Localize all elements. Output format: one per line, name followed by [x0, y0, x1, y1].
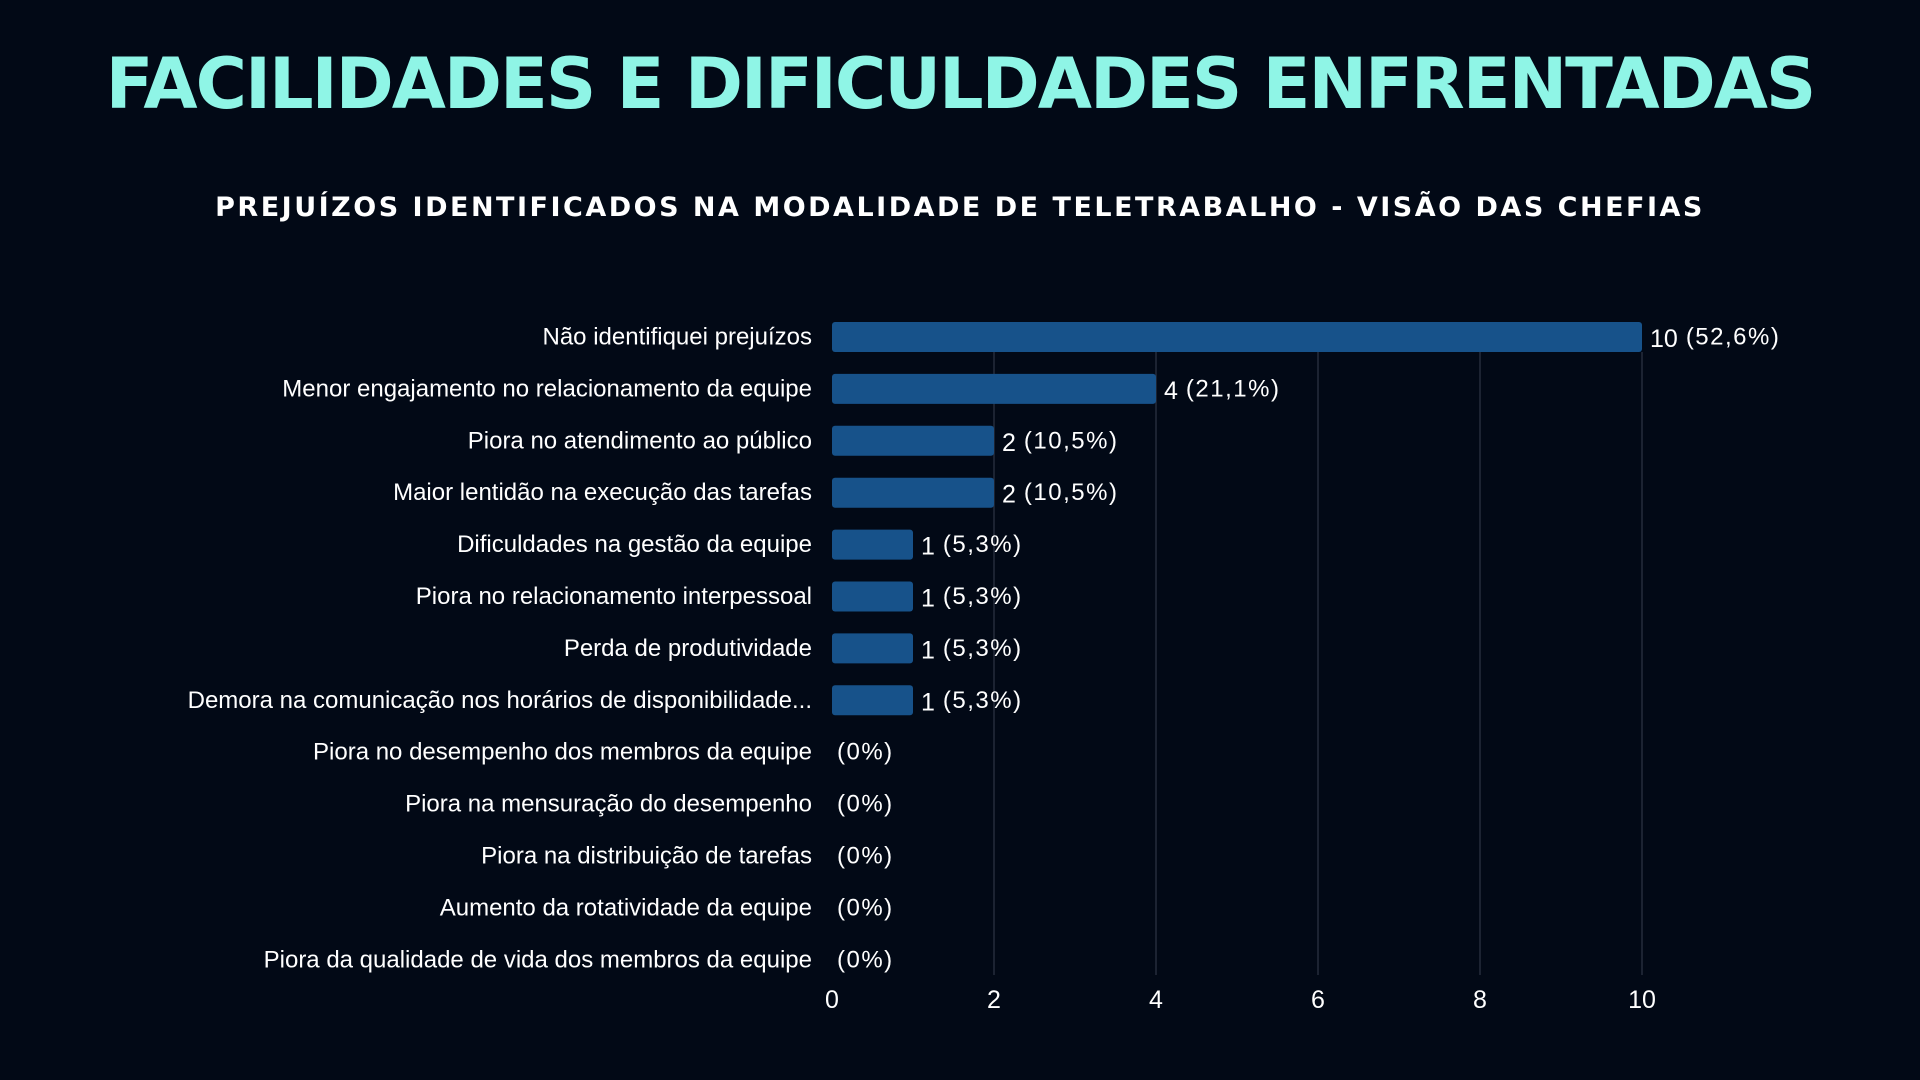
bar	[832, 685, 913, 716]
x-tick-label: 0	[825, 986, 839, 1014]
percent-label: (5,3%)	[943, 583, 1023, 610]
data-label: 1	[921, 688, 935, 716]
category-label: Dificuldades na gestão da equipe	[457, 531, 812, 558]
bar	[832, 477, 994, 508]
bar	[832, 633, 913, 664]
category-label: Piora no relacionamento interpessoal	[416, 583, 812, 610]
bar	[832, 581, 913, 612]
bar	[832, 529, 913, 560]
data-label: 1	[921, 533, 935, 561]
percent-label: (10,5%)	[1024, 479, 1119, 506]
data-label: 10	[1650, 325, 1678, 353]
x-tick-label: 10	[1628, 986, 1656, 1014]
category-label: Perda de produtividade	[564, 635, 812, 662]
percent-label: (0%)	[837, 894, 894, 921]
percent-label: (0%)	[837, 946, 894, 973]
category-label: Piora na distribuição de tarefas	[481, 843, 812, 870]
data-label: 1	[921, 585, 935, 613]
x-tick-label: 6	[1311, 986, 1325, 1014]
percent-label: (5,3%)	[943, 687, 1023, 714]
category-label: Piora no atendimento ao público	[468, 427, 812, 454]
bar	[832, 373, 1156, 404]
bar	[832, 322, 1642, 352]
category-label: Piora no desempenho dos membros da equip…	[313, 739, 812, 766]
x-tick-label: 2	[987, 986, 1001, 1014]
category-label: Piora da qualidade de vida dos membros d…	[264, 946, 812, 973]
category-label: Não identifiquei prejuízos	[543, 324, 813, 351]
chart-title: PREJUÍZOS IDENTIFICADOS NA MODALIDADE DE…	[215, 192, 1705, 223]
percent-label: (5,3%)	[943, 635, 1023, 662]
percent-label: (5,3%)	[943, 531, 1023, 558]
percent-label: (52,6%)	[1686, 324, 1781, 351]
category-label: Piora na mensuração do desempenho	[405, 791, 812, 818]
percent-label: (0%)	[837, 791, 894, 818]
category-label: Demora na comunicação nos horários de di…	[188, 687, 812, 714]
category-label: Maior lentidão na execução das tarefas	[393, 479, 812, 506]
page-title: FACILIDADES E DIFICULDADES ENFRENTADAS	[105, 43, 1817, 125]
data-label: 2	[1002, 429, 1016, 457]
x-tick-label: 8	[1473, 986, 1487, 1014]
percent-label: (0%)	[837, 739, 894, 766]
percent-label: (10,5%)	[1024, 427, 1119, 454]
data-label: 1	[921, 636, 935, 664]
percent-label: (0%)	[837, 843, 894, 870]
data-label: 4	[1164, 377, 1178, 405]
category-label: Menor engajamento no relacionamento da e…	[282, 375, 812, 402]
x-tick-label: 4	[1149, 986, 1163, 1014]
category-label: Aumento da rotatividade da equipe	[440, 894, 812, 921]
data-label: 2	[1002, 481, 1016, 509]
percent-label: (21,1%)	[1186, 375, 1281, 402]
bar	[832, 425, 994, 456]
